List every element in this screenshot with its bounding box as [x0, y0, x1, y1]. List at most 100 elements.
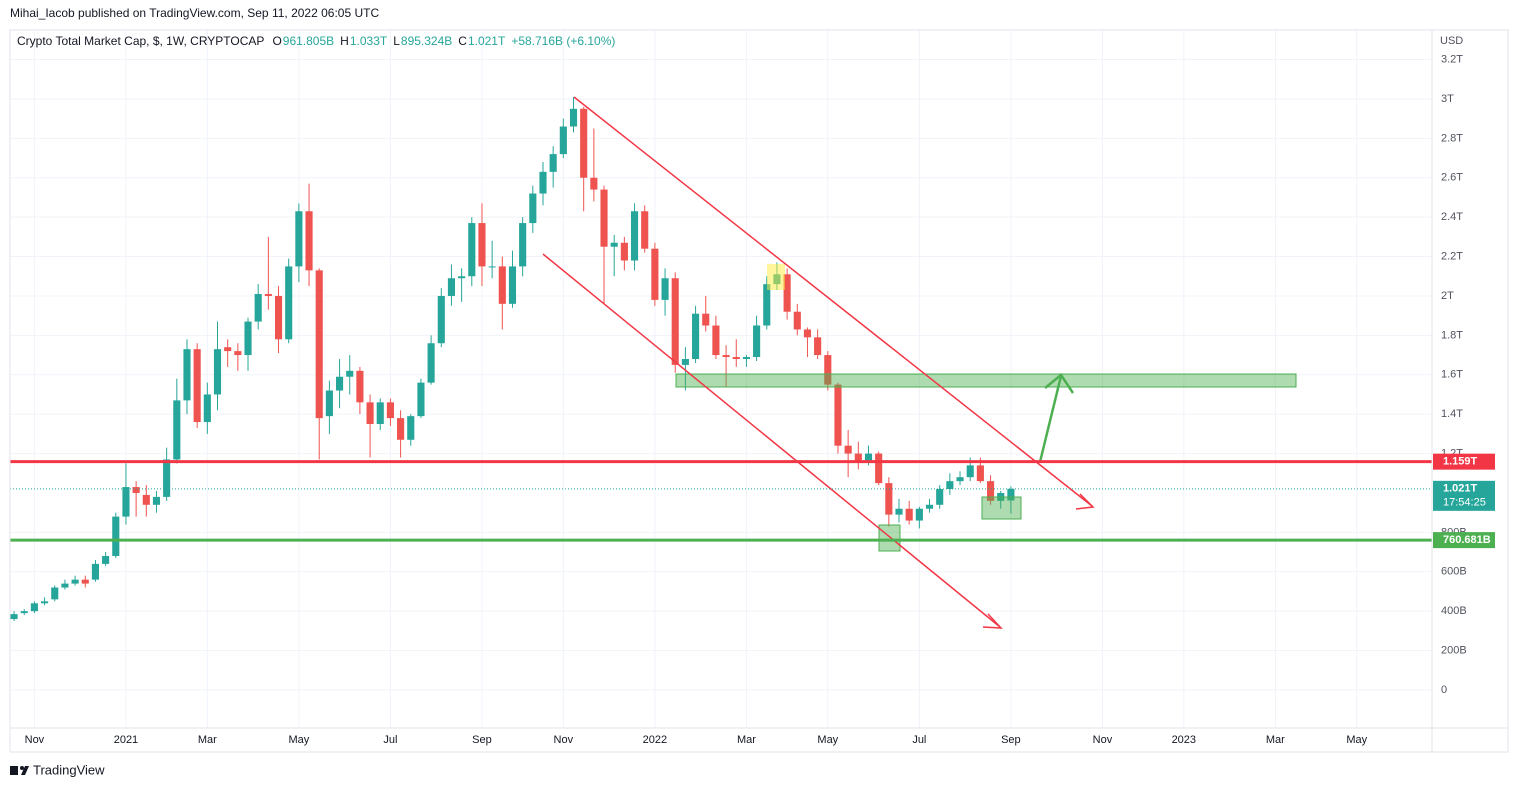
- candle-body: [925, 504, 934, 509]
- candle-body: [864, 453, 873, 462]
- candle-body: [539, 171, 547, 194]
- candle-body: [234, 351, 242, 356]
- current-price-box: [1433, 480, 1495, 511]
- price-line-label: 1.159T: [1443, 456, 1478, 468]
- candle-body: [417, 382, 425, 417]
- candle-body: [51, 587, 59, 600]
- candle-body: [336, 376, 344, 391]
- zone: [878, 524, 901, 552]
- y-tick-label: 2.8T: [1441, 132, 1463, 144]
- candle-body: [722, 355, 730, 358]
- candle-body: [427, 343, 435, 383]
- candle-body: [152, 496, 161, 505]
- current-price-label: 1.021T: [1443, 483, 1478, 495]
- candle-body: [41, 601, 49, 604]
- candle-body: [549, 154, 557, 172]
- zone: [675, 373, 1297, 388]
- x-tick-label: Mar: [737, 734, 756, 746]
- x-tick-label: May: [288, 734, 309, 746]
- symbol: Crypto Total Market Cap, $, 1W, CRYPTOCA…: [17, 34, 264, 48]
- candle-body: [580, 108, 588, 178]
- countdown: 17:54:25: [1443, 497, 1486, 509]
- publisher: Mihai_Iacob published on TradingView.com…: [10, 6, 379, 20]
- candle-body: [10, 614, 18, 620]
- candle-body: [224, 347, 232, 352]
- arrow-head: [982, 613, 1003, 629]
- y-tick-label: 3.2T: [1441, 53, 1463, 65]
- x-tick-label: May: [1346, 734, 1367, 746]
- up-arrow: [1038, 373, 1075, 463]
- x-tick-label: Nov: [1093, 734, 1113, 746]
- candle-body: [712, 325, 720, 356]
- x-tick-label: 2023: [1172, 734, 1196, 746]
- x-tick-label: Sep: [1001, 734, 1021, 746]
- logo: TradingView: [10, 762, 105, 777]
- candle-body: [824, 355, 832, 385]
- candle-body: [986, 481, 995, 501]
- arrow-head: [1075, 493, 1095, 510]
- y-tick-label: 1.6T: [1441, 369, 1463, 381]
- candle-body: [488, 266, 496, 268]
- candle-body: [193, 349, 201, 423]
- ohlc-label: O: [272, 34, 281, 48]
- logo-mark: [21, 766, 29, 775]
- currency: USD: [1440, 35, 1463, 47]
- candle-body: [702, 313, 710, 326]
- x-tick-label: Jul: [383, 734, 397, 746]
- candle-body: [641, 211, 649, 249]
- brand: TradingView: [33, 762, 105, 777]
- candle-body: [620, 242, 628, 261]
- candle-body: [71, 579, 79, 584]
- candle-body: [732, 357, 740, 360]
- candle-body: [346, 370, 354, 377]
- candle-body: [163, 459, 171, 497]
- candle-body: [519, 223, 527, 267]
- candle-body: [203, 394, 211, 423]
- x-tick-label: Nov: [25, 734, 45, 746]
- candle-body: [305, 211, 313, 271]
- candle-body: [763, 284, 771, 326]
- candle-body: [508, 266, 517, 304]
- x-tick-label: Mar: [1266, 734, 1285, 746]
- candle-body: [132, 487, 140, 493]
- candle-body: [834, 384, 842, 446]
- y-tick-label: 2T: [1441, 290, 1454, 302]
- candle-body: [397, 418, 405, 440]
- candles: [10, 96, 1015, 622]
- candle-body: [936, 489, 944, 505]
- candle-body: [671, 278, 679, 365]
- candle-body: [142, 494, 150, 505]
- candle-body: [356, 370, 364, 403]
- price-line-box: [1433, 532, 1495, 549]
- candle-body: [976, 465, 984, 482]
- candle-body: [173, 400, 181, 460]
- y-tick-label: 3T: [1441, 93, 1454, 105]
- logo-mark: [20, 766, 24, 770]
- arrow-head: [1044, 373, 1075, 394]
- candle-body: [366, 402, 374, 425]
- candle-body: [407, 416, 415, 440]
- ohlc-label: L: [393, 34, 400, 48]
- candle-body: [122, 487, 130, 517]
- candle-body: [753, 325, 761, 358]
- candle-body: [590, 177, 598, 190]
- candle-body: [183, 349, 191, 401]
- candle-body: [468, 223, 476, 277]
- candle-body: [458, 276, 466, 279]
- price-lines: 1.021T 17:54:25 1.159T 760.681B: [10, 453, 1495, 549]
- ohlc-value: 1.021T: [468, 34, 506, 48]
- ohlc-value: 1.033T: [350, 34, 388, 48]
- y-tick-label: 600B: [1441, 566, 1467, 578]
- y-tick-label: 2.6T: [1441, 172, 1463, 184]
- y-tick-label: 1.4T: [1441, 408, 1463, 420]
- candle-body: [315, 270, 323, 419]
- candle-body: [498, 266, 506, 304]
- x-tick-label: Mar: [198, 734, 217, 746]
- candle-body: [386, 402, 394, 419]
- ohlc-value: 961.805B: [283, 34, 334, 48]
- grid: 0200B400B600B800B1.2T1.4T1.6T1.8T2T2.2T2…: [10, 30, 1467, 746]
- y-tick-label: 1.8T: [1441, 329, 1463, 341]
- candle-body: [559, 126, 567, 155]
